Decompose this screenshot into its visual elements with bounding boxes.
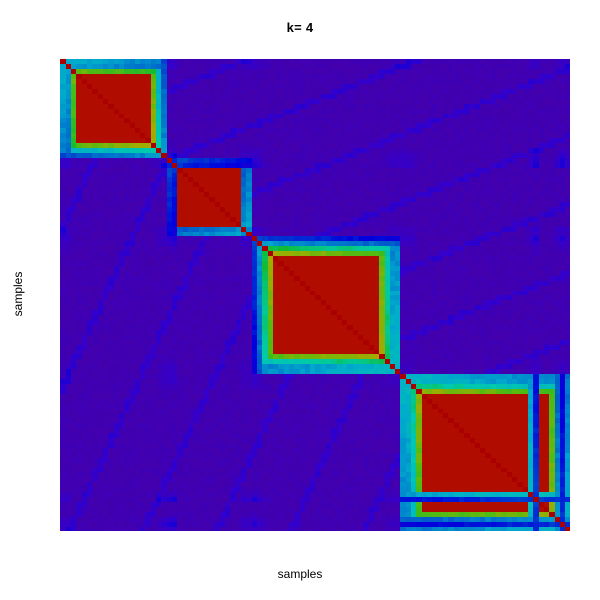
page-title: k= 4: [286, 20, 314, 35]
consensus-matrix-heatmap: [60, 59, 570, 531]
x-axis-label: samples: [277, 567, 323, 581]
y-axis-label: samples: [11, 271, 25, 317]
